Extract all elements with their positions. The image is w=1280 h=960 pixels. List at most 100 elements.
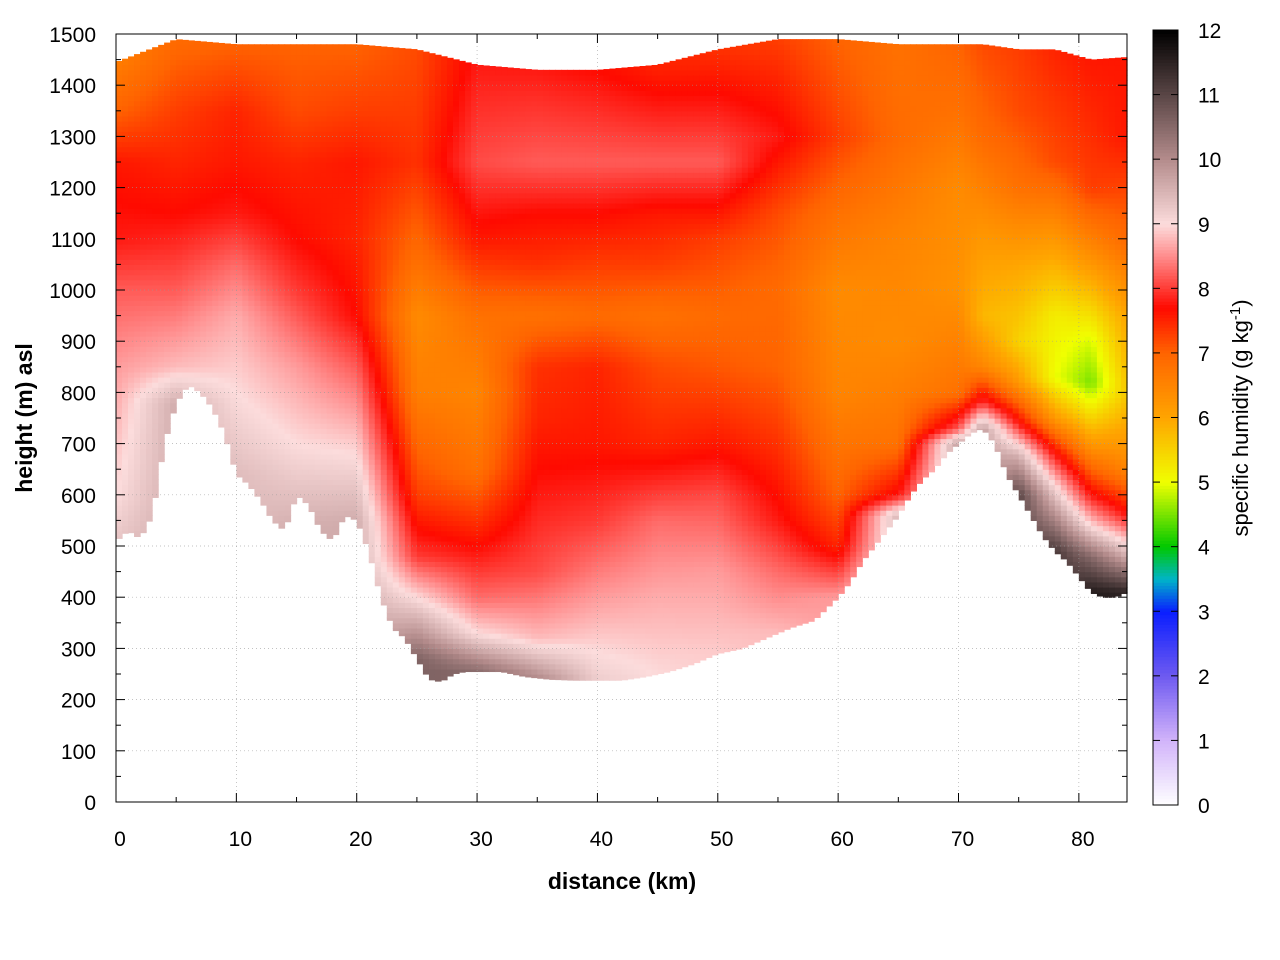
field-cell xyxy=(428,633,436,639)
field-cell xyxy=(422,407,430,414)
field-cell xyxy=(428,592,436,598)
field-cell xyxy=(140,330,147,337)
field-cell xyxy=(134,167,141,173)
field-cell xyxy=(254,167,262,173)
field-cell xyxy=(164,141,171,148)
field-cell xyxy=(116,177,123,184)
field-cell xyxy=(170,40,177,45)
field-cell xyxy=(242,54,249,61)
field-cell xyxy=(296,243,304,250)
field-cell xyxy=(128,346,135,353)
field-cell xyxy=(290,356,298,363)
field-cell xyxy=(398,187,406,194)
field-cell xyxy=(422,464,430,470)
field-cell xyxy=(194,80,201,86)
field-cell xyxy=(230,351,237,358)
field-cell xyxy=(320,274,328,281)
field-cell xyxy=(380,356,388,363)
field-cell xyxy=(332,510,340,516)
field-cell xyxy=(224,433,231,440)
field-cell xyxy=(176,320,183,327)
field-cell xyxy=(314,356,322,363)
field-cell xyxy=(128,515,135,521)
field-cell xyxy=(170,279,177,286)
field-cell xyxy=(278,249,286,255)
field-cell xyxy=(176,259,183,265)
field-cell xyxy=(284,208,292,214)
field-cell xyxy=(368,115,376,122)
field-cell xyxy=(344,279,352,286)
field-cell xyxy=(146,320,153,327)
field-cell xyxy=(338,172,346,178)
field-cell xyxy=(416,264,424,271)
field-cell xyxy=(284,95,292,102)
field-cell xyxy=(320,402,328,409)
field-cell xyxy=(140,80,147,86)
field-cell xyxy=(230,330,237,337)
field-cell xyxy=(260,213,268,219)
field-cell xyxy=(176,346,183,353)
field-cell xyxy=(260,197,268,204)
field-cell xyxy=(290,59,298,66)
field-cell xyxy=(332,136,340,143)
field-cell xyxy=(122,423,129,429)
field-cell xyxy=(404,351,412,358)
field-cell xyxy=(200,80,207,86)
field-cell xyxy=(308,182,316,189)
field-cell xyxy=(248,172,256,178)
field-cell xyxy=(284,85,292,91)
field-cell xyxy=(410,515,418,521)
field-cell xyxy=(266,264,274,271)
field-cell xyxy=(350,162,358,168)
field-cell xyxy=(224,110,231,117)
field-cell xyxy=(368,295,376,301)
field-cell xyxy=(338,218,346,225)
field-cell xyxy=(386,464,394,470)
field-cell xyxy=(344,156,352,163)
field-cell xyxy=(416,648,424,655)
field-cell xyxy=(122,336,129,342)
field-cell xyxy=(116,325,123,332)
field-cell xyxy=(332,418,340,424)
field-cell xyxy=(392,520,400,527)
field-cell xyxy=(410,105,418,112)
field-cell xyxy=(404,520,412,527)
field-cell xyxy=(128,387,135,393)
field-cell xyxy=(206,41,213,45)
field-cell xyxy=(302,428,310,434)
field-cell xyxy=(380,341,388,347)
field-cell xyxy=(272,479,280,486)
field-cell xyxy=(356,141,364,148)
field-cell xyxy=(254,182,262,189)
field-cell xyxy=(224,105,231,112)
field-cell xyxy=(152,418,159,424)
field-cell xyxy=(410,433,418,440)
field-cell xyxy=(314,366,322,373)
field-cell xyxy=(146,515,153,521)
field-cell xyxy=(128,126,135,132)
field-cell xyxy=(386,438,394,445)
field-cell xyxy=(308,187,316,194)
field-cell xyxy=(392,546,400,552)
field-cell xyxy=(152,351,159,358)
field-cell xyxy=(422,85,430,91)
field-cell xyxy=(368,238,376,245)
field-cell xyxy=(128,121,135,127)
field-cell xyxy=(410,540,418,547)
field-cell xyxy=(170,187,177,194)
field-cell xyxy=(350,310,358,317)
field-cell xyxy=(284,315,292,322)
field-cell xyxy=(206,167,213,173)
field-cell xyxy=(248,141,256,148)
field-cell xyxy=(116,126,123,132)
field-cell xyxy=(116,366,123,373)
field-cell xyxy=(374,489,382,496)
field-cell xyxy=(326,279,334,286)
field-cell xyxy=(272,484,280,491)
field-cell xyxy=(152,131,159,137)
field-cell xyxy=(296,494,304,498)
field-cell xyxy=(314,167,322,173)
field-cell xyxy=(332,315,340,322)
field-cell xyxy=(158,310,165,317)
field-cell xyxy=(242,110,249,117)
